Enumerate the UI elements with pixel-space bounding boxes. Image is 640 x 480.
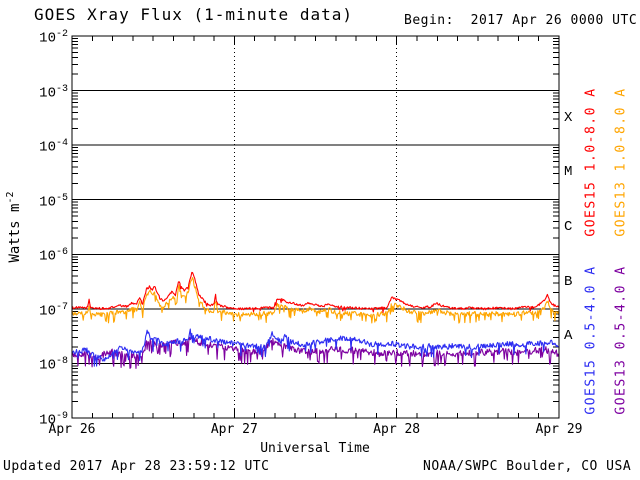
- y-tick-label-1e-3: 10-3: [39, 83, 68, 102]
- updated-timestamp: Updated 2017 Apr 28 23:59:12 UTC: [3, 459, 270, 474]
- flare-class-c: C: [564, 219, 573, 235]
- x-tick-label-apr-28: Apr 28: [373, 422, 421, 437]
- x-axis-label: Universal Time: [260, 441, 370, 456]
- y-tick-label-1e-5: 10-5: [39, 192, 68, 211]
- chart-title: GOES Xray Flux (1-minute data): [34, 5, 353, 24]
- x-tick-label-apr-26: Apr 26: [48, 422, 96, 437]
- flare-class-m: M: [564, 164, 573, 181]
- series-curve-goes15-1-0-8-0-a: [72, 271, 559, 314]
- legend-goes15-0-5-4-0-a: GOES15 0.5-4.0 A: [583, 265, 599, 415]
- y-tick-label-1e-8: 10-8: [39, 356, 68, 375]
- flare-class-b: B: [564, 273, 573, 290]
- legend-goes13-1-0-8-0-a: GOES13 1.0-8.0 A: [613, 87, 629, 237]
- y-axis-label: Watts m-2: [5, 191, 23, 263]
- begin-timestamp: Begin: 2017 Apr 26 0000 UTC: [404, 13, 638, 28]
- y-tick-label-1e-7: 10-7: [39, 301, 68, 320]
- x-tick-label-apr-27: Apr 27: [210, 422, 258, 437]
- noaa-credit: NOAA/SWPC Boulder, CO USA: [423, 459, 632, 474]
- series-curve-goes13-1-0-8-0-a: [72, 277, 559, 324]
- flare-class-a: A: [564, 328, 573, 345]
- legend-goes13-0-5-4-0-a: GOES13 0.5-4.0 A: [613, 265, 629, 415]
- series-curve-goes15-0-5-4-0-a: [72, 328, 559, 367]
- flare-class-x: X: [564, 109, 573, 126]
- legend-goes15-1-0-8-0-a: GOES15 1.0-8.0 A: [583, 87, 599, 237]
- plot-border: [71, 35, 560, 419]
- y-tick-label-1e-4: 10-4: [39, 138, 68, 156]
- y-tick-label-1e-6: 10-6: [39, 247, 68, 265]
- x-tick-label-apr-29: Apr 29: [535, 422, 583, 437]
- y-tick-label-1e-9: 10-9: [39, 411, 68, 429]
- y-tick-label-1e-2: 10-2: [39, 29, 68, 47]
